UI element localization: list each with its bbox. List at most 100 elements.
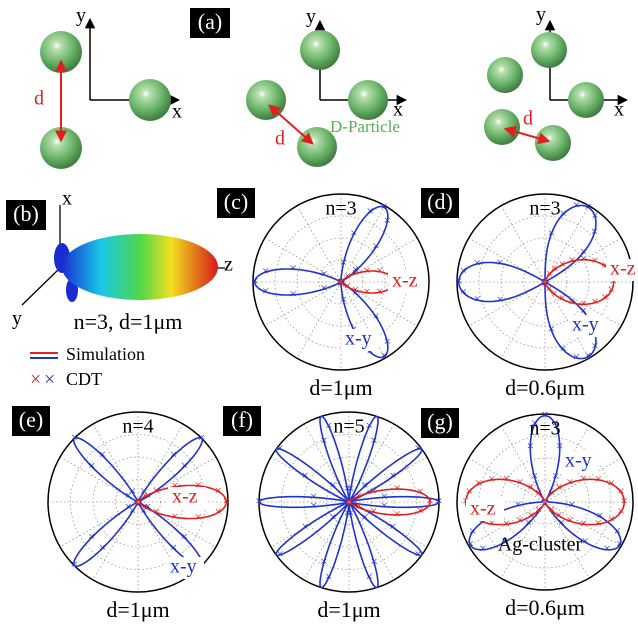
cdt-marker: × bbox=[171, 508, 178, 523]
cdt-marker: × bbox=[366, 569, 373, 584]
polar-panel: ×××××××××××××××× ×××××××××××××× ×××××× × × ×(… bbox=[223, 406, 443, 622]
cdt-marker: × bbox=[558, 515, 565, 530]
cdt-marker: × bbox=[140, 483, 147, 498]
cdt-marker: × bbox=[514, 497, 521, 512]
xy-curve bbox=[458, 204, 597, 360]
xy-curve bbox=[258, 415, 440, 589]
polar-grid bbox=[522, 479, 568, 525]
cdt-marker: × bbox=[566, 474, 573, 489]
cdt-marker: × bbox=[591, 223, 598, 238]
cdt-marker: × bbox=[617, 483, 624, 498]
distance-arrow bbox=[268, 104, 314, 145]
cdt-marker: × bbox=[125, 487, 132, 502]
cdt-marker: × bbox=[370, 432, 377, 447]
polar-grid bbox=[478, 435, 612, 569]
caption: d=1μm bbox=[309, 375, 372, 400]
cdt-marker: × bbox=[320, 432, 327, 447]
label-bg bbox=[568, 315, 606, 337]
caption: n=3, d=1μm bbox=[74, 309, 183, 334]
distance-arrow bbox=[503, 125, 551, 145]
xy-label: x-y bbox=[170, 556, 197, 578]
radiation-lobe bbox=[62, 234, 218, 300]
xz-curve bbox=[542, 258, 615, 306]
cdt-marker: × bbox=[320, 280, 327, 295]
cdt-marker: × bbox=[535, 484, 542, 499]
panel-label: (c) bbox=[224, 189, 248, 214]
cdt-marker: × bbox=[361, 477, 368, 492]
label-box bbox=[190, 8, 230, 38]
cdt-marker: × bbox=[551, 261, 558, 276]
cdt-marker: × bbox=[488, 515, 495, 530]
cdt-marker: × bbox=[389, 468, 396, 483]
cdt-marker: × bbox=[344, 278, 351, 293]
cdt-marker: × bbox=[152, 503, 159, 518]
axis-label: y bbox=[306, 6, 316, 28]
cdt-marker: × bbox=[595, 515, 602, 530]
cdt-marker: × bbox=[614, 523, 621, 538]
cdt-marker: × bbox=[88, 457, 95, 472]
cdt-marker: × bbox=[556, 438, 563, 453]
distance-label: d bbox=[523, 108, 533, 130]
cdt-marker: × bbox=[527, 507, 534, 522]
cdt-marker: × bbox=[352, 281, 359, 296]
cdt-marker: × bbox=[289, 260, 296, 275]
cdt-marker: × bbox=[361, 509, 368, 524]
particle bbox=[535, 125, 571, 161]
cdt-marker: × bbox=[558, 290, 565, 305]
cdt-marker: × bbox=[376, 263, 383, 278]
cdt-marker: × bbox=[355, 498, 362, 513]
cdt-marker: × bbox=[604, 541, 611, 556]
cdt-marker: × bbox=[558, 256, 565, 271]
cdt-marker: × bbox=[393, 506, 400, 521]
axis-label: x bbox=[172, 101, 182, 123]
cdt-marker: × bbox=[608, 475, 615, 490]
cdt-marker: × bbox=[548, 225, 555, 240]
cdt-marker: × bbox=[580, 295, 587, 310]
cdt-marker: × bbox=[546, 280, 553, 295]
cdt-marker: × bbox=[488, 471, 495, 486]
cdt-marker: × bbox=[141, 488, 148, 503]
label-bg bbox=[388, 271, 426, 293]
panel-title: n=5 bbox=[333, 416, 364, 438]
panel-title: n=3 bbox=[325, 198, 356, 220]
cdt-marker: × bbox=[584, 198, 591, 213]
cluster-label: Ag-cluster bbox=[498, 534, 583, 556]
cdt-marker: × bbox=[129, 503, 136, 518]
cdt-marker: × bbox=[366, 203, 373, 218]
cdt-marker: × bbox=[548, 484, 555, 499]
cdt-marker: × bbox=[591, 252, 598, 267]
polar-frame bbox=[456, 413, 634, 591]
cdt-marker: × bbox=[569, 294, 576, 309]
cdt-marker: × bbox=[535, 502, 542, 517]
cdt-marker: × bbox=[215, 482, 222, 497]
label-box bbox=[12, 406, 50, 436]
cdt-marker: × bbox=[99, 539, 106, 554]
cdt-marker: × bbox=[555, 479, 562, 494]
cdt-marker: × bbox=[99, 447, 106, 462]
particle bbox=[40, 127, 82, 169]
cdt-marker: × bbox=[350, 225, 357, 240]
cdt-marker: × bbox=[262, 263, 269, 278]
cdt-marker: × bbox=[548, 321, 555, 336]
cdt-marker: × bbox=[384, 213, 391, 228]
cdt-marker: × bbox=[531, 415, 538, 430]
polar-panel: ×××××××××××××××××××××××××××××××(e)n=4x-z… bbox=[12, 406, 230, 622]
cdt-marker: × bbox=[601, 257, 608, 272]
cdt-marker: × bbox=[580, 251, 587, 266]
xy-curve bbox=[468, 415, 622, 551]
cdt-marker: × bbox=[595, 471, 602, 486]
label-bg bbox=[341, 329, 379, 351]
particle-label: D-Particle bbox=[330, 117, 400, 136]
cdt-marker: × bbox=[329, 509, 336, 524]
cdt-marker: × bbox=[548, 502, 555, 517]
cdt-marker: × bbox=[340, 255, 347, 270]
distance-label: d bbox=[34, 88, 44, 110]
cdt-marker: × bbox=[474, 291, 481, 306]
cdt-marker: × bbox=[325, 417, 332, 432]
cdt-marker: × bbox=[414, 546, 421, 561]
caption: d=0.6μm bbox=[505, 375, 585, 400]
cdt-marker: × bbox=[531, 468, 538, 483]
cdt-marker: × bbox=[465, 483, 472, 498]
cdt-marker: × bbox=[372, 308, 379, 323]
polar-grid bbox=[318, 259, 364, 305]
